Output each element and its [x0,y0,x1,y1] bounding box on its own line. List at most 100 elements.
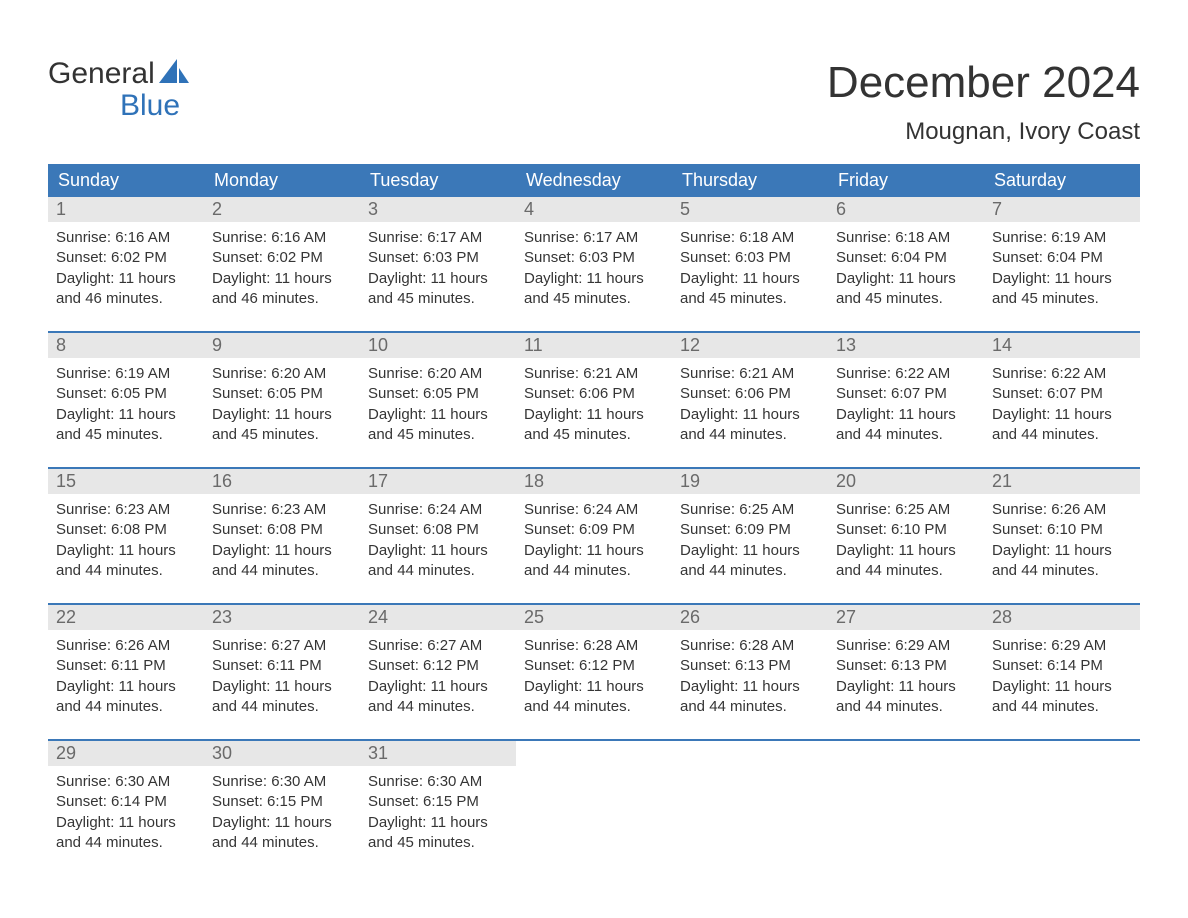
sunrise-line: Sunrise: 6:17 AM [524,228,664,248]
sunset-line: Sunset: 6:13 PM [680,656,820,676]
day-details: Sunrise: 6:29 AMSunset: 6:14 PMDaylight:… [984,630,1140,721]
day-number: 24 [360,605,516,630]
calendar-day: 2Sunrise: 6:16 AMSunset: 6:02 PMDaylight… [204,197,360,317]
calendar-day: 1Sunrise: 6:16 AMSunset: 6:02 PMDaylight… [48,197,204,317]
day-number: 20 [828,469,984,494]
day-details: Sunrise: 6:27 AMSunset: 6:11 PMDaylight:… [204,630,360,721]
calendar-day: 6Sunrise: 6:18 AMSunset: 6:04 PMDaylight… [828,197,984,317]
daylight-line: Daylight: 11 hours and 44 minutes. [56,813,196,854]
sunrise-line: Sunrise: 6:24 AM [368,500,508,520]
sunset-line: Sunset: 6:03 PM [368,248,508,268]
calendar: SundayMondayTuesdayWednesdayThursdayFrid… [48,164,1140,861]
calendar-day: 27Sunrise: 6:29 AMSunset: 6:13 PMDayligh… [828,605,984,725]
daylight-line: Daylight: 11 hours and 44 minutes. [368,677,508,718]
daylight-line: Daylight: 11 hours and 46 minutes. [56,269,196,310]
calendar-day: 30Sunrise: 6:30 AMSunset: 6:15 PMDayligh… [204,741,360,861]
daylight-line: Daylight: 11 hours and 45 minutes. [368,813,508,854]
day-number: 29 [48,741,204,766]
calendar-day: 17Sunrise: 6:24 AMSunset: 6:08 PMDayligh… [360,469,516,589]
calendar-day [984,741,1140,861]
day-number: 4 [516,197,672,222]
sunrise-line: Sunrise: 6:22 AM [992,364,1132,384]
day-number: 10 [360,333,516,358]
day-details: Sunrise: 6:20 AMSunset: 6:05 PMDaylight:… [360,358,516,449]
day-number: 19 [672,469,828,494]
calendar-day: 20Sunrise: 6:25 AMSunset: 6:10 PMDayligh… [828,469,984,589]
daylight-line: Daylight: 11 hours and 45 minutes. [368,269,508,310]
daylight-line: Daylight: 11 hours and 44 minutes. [680,677,820,718]
sunset-line: Sunset: 6:03 PM [524,248,664,268]
calendar-week: 29Sunrise: 6:30 AMSunset: 6:14 PMDayligh… [48,739,1140,861]
sunrise-line: Sunrise: 6:19 AM [56,364,196,384]
sunset-line: Sunset: 6:04 PM [992,248,1132,268]
sunrise-line: Sunrise: 6:17 AM [368,228,508,248]
day-number: 13 [828,333,984,358]
calendar-day: 18Sunrise: 6:24 AMSunset: 6:09 PMDayligh… [516,469,672,589]
sunset-line: Sunset: 6:06 PM [524,384,664,404]
sunrise-line: Sunrise: 6:28 AM [524,636,664,656]
logo-word-general: General [48,58,155,90]
sunset-line: Sunset: 6:05 PM [212,384,352,404]
calendar-day: 13Sunrise: 6:22 AMSunset: 6:07 PMDayligh… [828,333,984,453]
day-number: 11 [516,333,672,358]
weekday-header: Saturday [984,164,1140,197]
sunset-line: Sunset: 6:06 PM [680,384,820,404]
calendar-day: 31Sunrise: 6:30 AMSunset: 6:15 PMDayligh… [360,741,516,861]
calendar-day: 14Sunrise: 6:22 AMSunset: 6:07 PMDayligh… [984,333,1140,453]
day-number: 3 [360,197,516,222]
daylight-line: Daylight: 11 hours and 44 minutes. [56,541,196,582]
sunrise-line: Sunrise: 6:30 AM [56,772,196,792]
calendar-day: 5Sunrise: 6:18 AMSunset: 6:03 PMDaylight… [672,197,828,317]
calendar-day: 16Sunrise: 6:23 AMSunset: 6:08 PMDayligh… [204,469,360,589]
logo-word-blue: Blue [120,90,189,122]
sunrise-line: Sunrise: 6:30 AM [368,772,508,792]
sunset-line: Sunset: 6:07 PM [836,384,976,404]
day-details: Sunrise: 6:21 AMSunset: 6:06 PMDaylight:… [516,358,672,449]
sunset-line: Sunset: 6:13 PM [836,656,976,676]
header: General Blue December 2024 Mougnan, Ivor… [48,40,1140,146]
day-details: Sunrise: 6:24 AMSunset: 6:09 PMDaylight:… [516,494,672,585]
location: Mougnan, Ivory Coast [827,118,1140,146]
day-number: 7 [984,197,1140,222]
daylight-line: Daylight: 11 hours and 45 minutes. [212,405,352,446]
weekday-header-row: SundayMondayTuesdayWednesdayThursdayFrid… [48,164,1140,197]
sunrise-line: Sunrise: 6:23 AM [56,500,196,520]
day-number: 14 [984,333,1140,358]
calendar-week: 22Sunrise: 6:26 AMSunset: 6:11 PMDayligh… [48,603,1140,725]
day-number: 21 [984,469,1140,494]
day-details: Sunrise: 6:19 AMSunset: 6:05 PMDaylight:… [48,358,204,449]
day-details: Sunrise: 6:22 AMSunset: 6:07 PMDaylight:… [984,358,1140,449]
sunset-line: Sunset: 6:02 PM [212,248,352,268]
day-number: 26 [672,605,828,630]
daylight-line: Daylight: 11 hours and 45 minutes. [56,405,196,446]
day-number: 1 [48,197,204,222]
calendar-day: 3 Sunrise: 6:17 AMSunset: 6:03 PMDaylight… [360,197,516,317]
page-title: December 2024 [827,58,1140,108]
day-details: Sunrise: 6:29 AMSunset: 6:13 PMDaylight:… [828,630,984,721]
daylight-line: Daylight: 11 hours and 45 minutes. [992,269,1132,310]
daylight-line: Daylight: 11 hours and 44 minutes. [836,541,976,582]
day-details: Sunrise: 6:30 AMSunset: 6:15 PMDaylight:… [360,766,516,857]
day-details: Sunrise: 6:21 AMSunset: 6:06 PMDaylight:… [672,358,828,449]
daylight-line: Daylight: 11 hours and 44 minutes. [56,677,196,718]
sunset-line: Sunset: 6:10 PM [992,520,1132,540]
calendar-day: 28Sunrise: 6:29 AMSunset: 6:14 PMDayligh… [984,605,1140,725]
daylight-line: Daylight: 11 hours and 44 minutes. [368,541,508,582]
day-number: 22 [48,605,204,630]
calendar-day: 10Sunrise: 6:20 AMSunset: 6:05 PMDayligh… [360,333,516,453]
day-number: 27 [828,605,984,630]
daylight-line: Daylight: 11 hours and 44 minutes. [680,405,820,446]
sunrise-line: Sunrise: 6:26 AM [56,636,196,656]
day-details: Sunrise: 6:17 AMSunset: 6:03 PMDaylight:… [516,222,672,313]
daylight-line: Daylight: 11 hours and 45 minutes. [836,269,976,310]
day-number: 8 [48,333,204,358]
daylight-line: Daylight: 11 hours and 44 minutes. [836,677,976,718]
day-details: Sunrise: 6:18 AMSunset: 6:04 PMDaylight:… [828,222,984,313]
sunrise-line: Sunrise: 6:24 AM [524,500,664,520]
day-details: Sunrise: 6:28 AMSunset: 6:12 PMDaylight:… [516,630,672,721]
daylight-line: Daylight: 11 hours and 45 minutes. [524,269,664,310]
daylight-line: Daylight: 11 hours and 44 minutes. [992,541,1132,582]
sunset-line: Sunset: 6:12 PM [368,656,508,676]
sunrise-line: Sunrise: 6:27 AM [368,636,508,656]
daylight-line: Daylight: 11 hours and 44 minutes. [680,541,820,582]
